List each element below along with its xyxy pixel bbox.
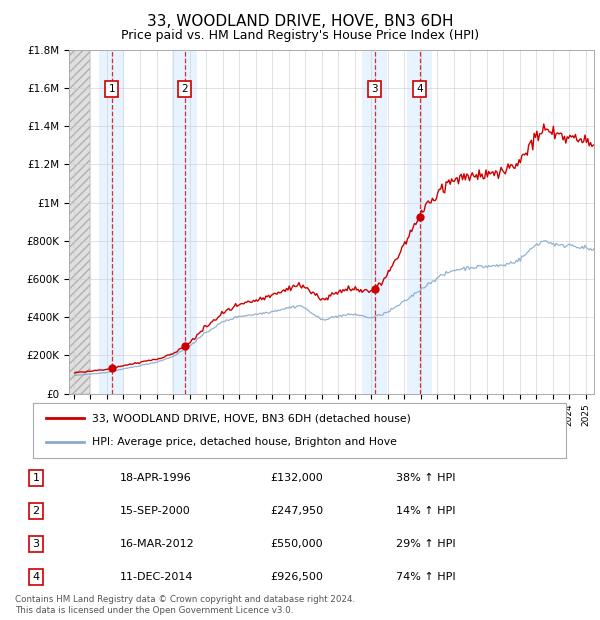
Text: £550,000: £550,000 (270, 539, 323, 549)
Text: £132,000: £132,000 (270, 473, 323, 484)
Text: 16-MAR-2012: 16-MAR-2012 (120, 539, 195, 549)
Text: 4: 4 (32, 572, 40, 582)
Bar (69, 50, 91, 394)
Text: 74% ↑ HPI: 74% ↑ HPI (396, 572, 455, 582)
Bar (172, 50, 197, 394)
Text: 33, WOODLAND DRIVE, HOVE, BN3 6DH (detached house): 33, WOODLAND DRIVE, HOVE, BN3 6DH (detac… (92, 414, 410, 423)
Text: 18-APR-1996: 18-APR-1996 (120, 473, 192, 484)
Text: 11-DEC-2014: 11-DEC-2014 (120, 572, 193, 582)
Text: Contains HM Land Registry data © Crown copyright and database right 2024.
This d: Contains HM Land Registry data © Crown c… (15, 595, 355, 614)
Bar (100, 50, 124, 394)
Text: £247,950: £247,950 (270, 506, 323, 516)
Text: 14% ↑ HPI: 14% ↑ HPI (396, 506, 455, 516)
Text: 1: 1 (32, 473, 40, 484)
Text: Price paid vs. HM Land Registry's House Price Index (HPI): Price paid vs. HM Land Registry's House … (121, 29, 479, 42)
Text: 15-SEP-2000: 15-SEP-2000 (120, 506, 191, 516)
Bar (362, 50, 387, 394)
Text: 2: 2 (32, 506, 40, 516)
Text: HPI: Average price, detached house, Brighton and Hove: HPI: Average price, detached house, Brig… (92, 437, 397, 447)
Text: 33, WOODLAND DRIVE, HOVE, BN3 6DH: 33, WOODLAND DRIVE, HOVE, BN3 6DH (147, 14, 453, 29)
Text: 38% ↑ HPI: 38% ↑ HPI (396, 473, 455, 484)
Text: 2: 2 (181, 84, 188, 94)
Text: £926,500: £926,500 (270, 572, 323, 582)
Text: 29% ↑ HPI: 29% ↑ HPI (396, 539, 455, 549)
Bar (407, 50, 432, 394)
Text: 4: 4 (416, 84, 423, 94)
Text: 3: 3 (371, 84, 378, 94)
Text: 1: 1 (109, 84, 115, 94)
Text: 3: 3 (32, 539, 40, 549)
